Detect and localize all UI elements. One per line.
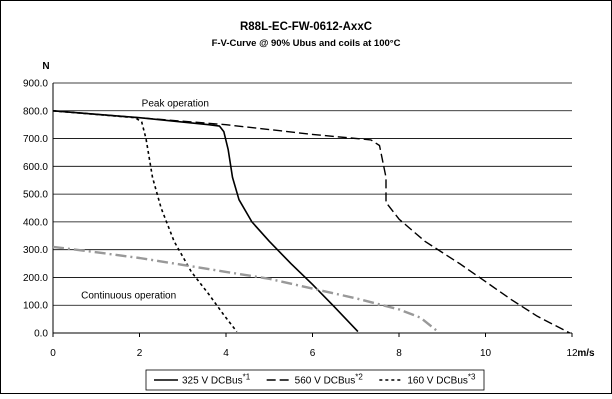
- y-tick-label: 200.0: [23, 273, 48, 284]
- annotation-label: Continuous operation: [81, 290, 176, 301]
- series-line-0: [52, 110, 359, 333]
- x-tick-label: 0: [50, 348, 56, 359]
- y-axis-label: N: [42, 61, 49, 72]
- chart-title: R88L-EC-FW-0612-AxxC: [240, 21, 372, 33]
- y-tick-label: 500.0: [23, 190, 48, 201]
- series-lines: [52, 110, 571, 334]
- legend-series-name: 160 V DCBus: [407, 376, 468, 387]
- x-tick-label: 12: [566, 348, 578, 359]
- y-tick-label: 0.0: [34, 329, 48, 340]
- x-tick-label: 4: [223, 348, 229, 359]
- legend: 325 V DCBus*1 560 V DCBus*2 160 V DCBus*3: [145, 369, 485, 391]
- x-tick-label: 8: [396, 348, 402, 359]
- legend-footnote-marker: *2: [355, 373, 363, 382]
- y-tick-label: 900.0: [23, 79, 48, 90]
- legend-label: 560 V DCBus*2: [295, 373, 364, 387]
- series-line-1: [52, 110, 571, 334]
- x-tick-label: 6: [310, 348, 316, 359]
- axes: [52, 83, 573, 337]
- y-tick-labels: 0.0 100.0 200.0 300.0 400.0 500.0 600.0 700.0 80…: [23, 79, 48, 340]
- x-tick-label: 10: [480, 348, 492, 359]
- legend-footnote-marker: *3: [468, 373, 476, 382]
- x-axis-label: m/s: [577, 348, 595, 359]
- legend-series-name: 325 V DCBus: [182, 376, 243, 387]
- legend-series-name: 560 V DCBus: [295, 376, 356, 387]
- y-tick-label: 600.0: [23, 162, 48, 173]
- chart-subtitle: F-V-Curve @ 90% Ubus and coils at 100°C: [212, 38, 401, 49]
- x-tick-labels: 0 2 4 6 8 10 12: [50, 348, 578, 359]
- legend-label: 325 V DCBus*1: [182, 373, 251, 387]
- y-tick-label: 300.0: [23, 245, 48, 256]
- legend-footnote-marker: *1: [243, 373, 251, 382]
- x-tick-label: 2: [137, 348, 143, 359]
- y-tick-label: 400.0: [23, 217, 48, 228]
- y-tick-label: 800.0: [23, 106, 48, 117]
- y-tick-label: 700.0: [23, 134, 48, 145]
- y-tick-label: 100.0: [23, 301, 48, 312]
- legend-label: 160 V DCBus*3: [407, 373, 476, 387]
- grid: [53, 82, 572, 334]
- annotation-label: Peak operation: [142, 99, 209, 110]
- annotations: Peak operation Continuous operation: [81, 99, 209, 302]
- legend-box: [145, 369, 485, 391]
- series-line-3: [52, 245, 439, 333]
